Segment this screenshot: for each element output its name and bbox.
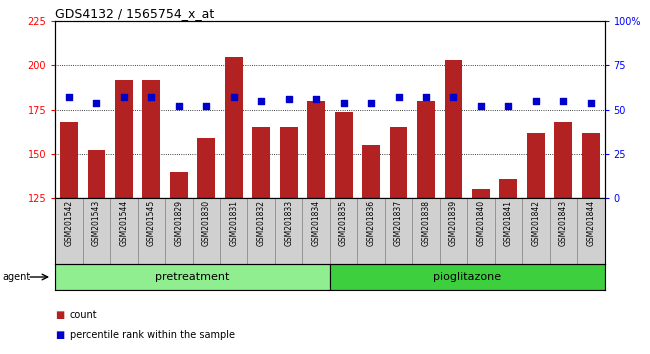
Bar	[499, 179, 517, 354]
Bar	[225, 57, 242, 354]
Bar	[330, 198, 358, 264]
Bar	[138, 198, 165, 264]
Bar	[577, 198, 605, 264]
Bar	[358, 198, 385, 264]
Bar	[439, 198, 467, 264]
Text: pretreatment: pretreatment	[155, 272, 229, 282]
Point	[448, 95, 459, 100]
Point	[421, 95, 431, 100]
Bar	[527, 133, 545, 354]
Bar	[330, 264, 604, 290]
Bar	[170, 172, 188, 354]
Text: pioglitazone: pioglitazone	[433, 272, 501, 282]
Bar	[522, 198, 550, 264]
Bar	[115, 80, 133, 354]
Bar	[362, 145, 380, 354]
Bar	[445, 60, 462, 354]
Bar	[60, 122, 78, 354]
Text: GSM201833: GSM201833	[284, 200, 293, 246]
Bar	[198, 138, 215, 354]
Bar	[165, 198, 192, 264]
Text: GSM201834: GSM201834	[311, 200, 320, 246]
Point	[530, 98, 541, 104]
Bar	[248, 198, 275, 264]
Bar	[582, 133, 600, 354]
Bar	[417, 101, 435, 354]
Bar	[275, 198, 302, 264]
Bar	[385, 198, 412, 264]
Text: GSM201543: GSM201543	[92, 200, 101, 246]
Text: agent: agent	[2, 272, 30, 282]
Text: GSM201830: GSM201830	[202, 200, 211, 246]
Text: GSM201837: GSM201837	[394, 200, 403, 246]
Point	[174, 103, 184, 109]
Text: GSM201841: GSM201841	[504, 200, 513, 246]
Point	[393, 95, 404, 100]
Point	[339, 100, 349, 105]
Bar	[554, 122, 572, 354]
Text: ■: ■	[55, 330, 64, 339]
Bar	[307, 101, 325, 354]
Text: ■: ■	[55, 310, 64, 320]
Bar	[55, 264, 330, 290]
Text: GSM201829: GSM201829	[174, 200, 183, 246]
Text: GDS4132 / 1565754_x_at: GDS4132 / 1565754_x_at	[55, 7, 214, 20]
Text: GSM201544: GSM201544	[120, 200, 129, 246]
Bar	[192, 198, 220, 264]
Bar	[467, 198, 495, 264]
Text: GSM201839: GSM201839	[449, 200, 458, 246]
Bar	[335, 112, 352, 354]
Bar	[412, 198, 439, 264]
Point	[64, 95, 74, 100]
Text: GSM201835: GSM201835	[339, 200, 348, 246]
Text: GSM201832: GSM201832	[257, 200, 266, 246]
Text: GSM201838: GSM201838	[421, 200, 430, 246]
Bar	[252, 127, 270, 354]
Point	[586, 100, 596, 105]
Point	[146, 95, 157, 100]
Point	[229, 95, 239, 100]
Bar	[88, 150, 105, 354]
Bar	[472, 189, 490, 354]
Text: GSM201842: GSM201842	[531, 200, 540, 246]
Point	[558, 98, 569, 104]
Text: GSM201545: GSM201545	[147, 200, 156, 246]
Point	[366, 100, 376, 105]
Text: count: count	[70, 310, 98, 320]
Point	[256, 98, 266, 104]
Text: GSM201844: GSM201844	[586, 200, 595, 246]
Point	[476, 103, 486, 109]
Bar	[55, 198, 83, 264]
Bar	[83, 198, 110, 264]
Bar	[111, 198, 138, 264]
Point	[283, 96, 294, 102]
Point	[503, 103, 514, 109]
Text: GSM201831: GSM201831	[229, 200, 239, 246]
Text: percentile rank within the sample: percentile rank within the sample	[70, 330, 235, 339]
Text: GSM201843: GSM201843	[559, 200, 568, 246]
Bar	[302, 198, 330, 264]
Text: GSM201542: GSM201542	[64, 200, 73, 246]
Bar	[142, 80, 161, 354]
Bar	[280, 127, 298, 354]
Point	[119, 95, 129, 100]
Point	[91, 100, 101, 105]
Bar	[220, 198, 248, 264]
Text: GSM201840: GSM201840	[476, 200, 486, 246]
Bar	[495, 198, 522, 264]
Point	[201, 103, 211, 109]
Text: GSM201836: GSM201836	[367, 200, 376, 246]
Bar	[389, 127, 408, 354]
Bar	[550, 198, 577, 264]
Point	[311, 96, 321, 102]
